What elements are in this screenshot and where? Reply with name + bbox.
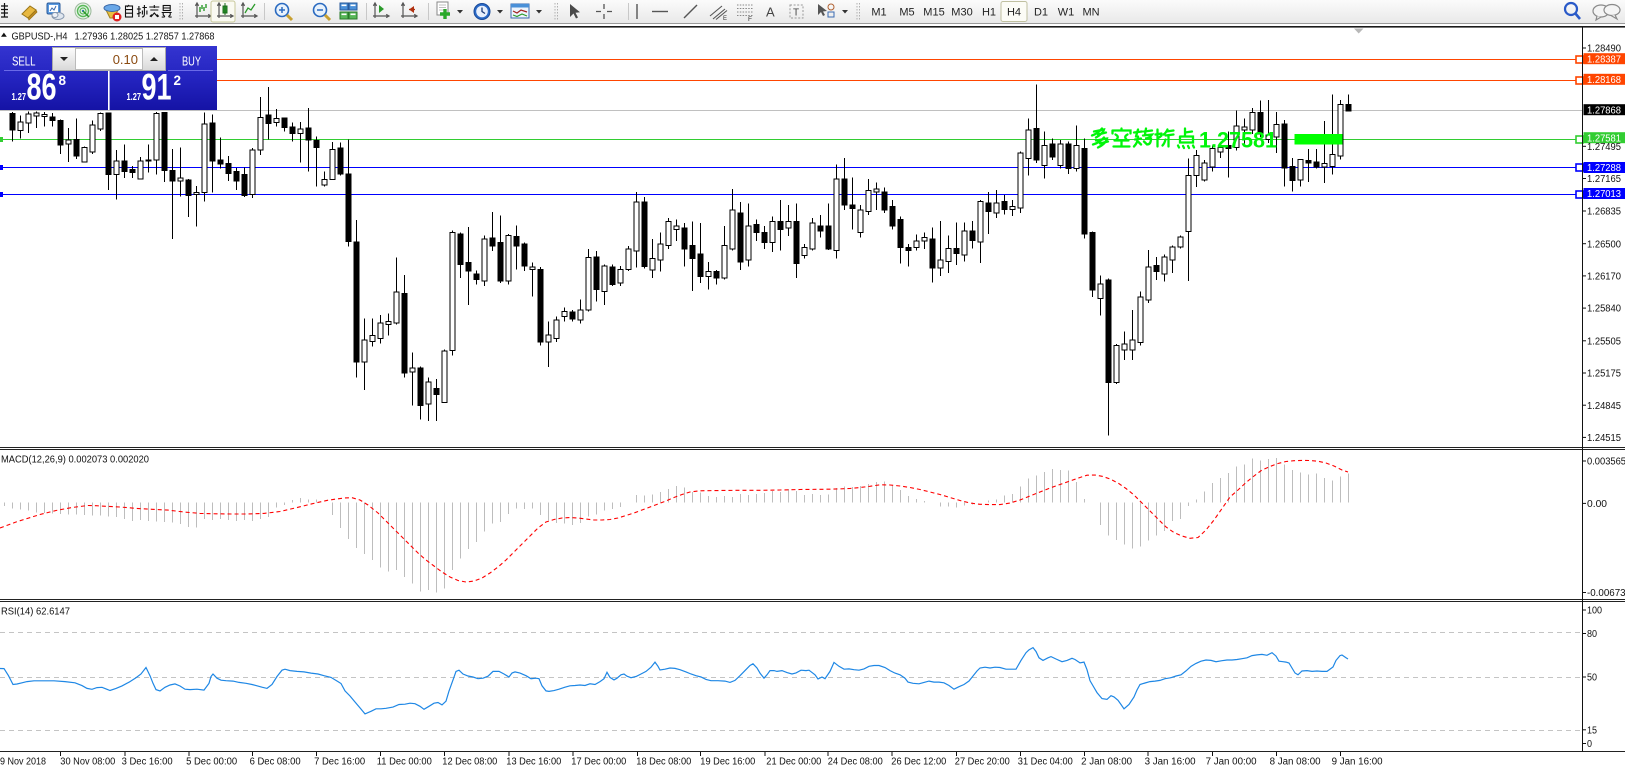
svg-text:T: T — [793, 8, 799, 19]
svg-text:RSI(14) 62.6147: RSI(14) 62.6147 — [1, 606, 70, 618]
svg-text:26 Dec 12:00: 26 Dec 12:00 — [891, 757, 946, 768]
svg-text:15: 15 — [1587, 725, 1597, 736]
svg-text:1.27936 1.28025 1.27857 1.2786: 1.27936 1.28025 1.27857 1.27868 — [75, 31, 215, 43]
svg-text:31 Dec 04:00: 31 Dec 04:00 — [1018, 757, 1073, 768]
svg-text:21 Dec 00:00: 21 Dec 00:00 — [766, 757, 821, 768]
svg-text:3 Jan 16:00: 3 Jan 16:00 — [1145, 757, 1196, 768]
svg-text:M1: M1 — [871, 7, 886, 19]
svg-text:1.25840: 1.25840 — [1587, 304, 1621, 315]
svg-text:SELL: SELL — [12, 54, 36, 69]
svg-text:1.27868: 1.27868 — [1587, 105, 1621, 116]
svg-text:9 Nov 2018: 9 Nov 2018 — [0, 757, 46, 768]
svg-text:1.25175: 1.25175 — [1587, 369, 1621, 380]
svg-text:8: 8 — [59, 73, 67, 88]
svg-text:5 Dec 00:00: 5 Dec 00:00 — [186, 757, 237, 768]
svg-text:13 Dec 16:00: 13 Dec 16:00 — [506, 757, 561, 768]
svg-text:GBPUSD-,H4: GBPUSD-,H4 — [12, 31, 68, 43]
svg-text:BUY: BUY — [182, 54, 201, 69]
svg-text:91: 91 — [142, 67, 172, 108]
svg-text:1.27: 1.27 — [12, 91, 27, 103]
svg-text:8 Jan 08:00: 8 Jan 08:00 — [1270, 757, 1321, 768]
svg-text:0: 0 — [1587, 739, 1592, 750]
svg-text:1.26500: 1.26500 — [1587, 239, 1621, 250]
svg-text:7 Dec 16:00: 7 Dec 16:00 — [314, 757, 365, 768]
svg-text:1.24845: 1.24845 — [1587, 401, 1621, 412]
svg-text:2: 2 — [174, 73, 182, 88]
svg-text:0.003565: 0.003565 — [1587, 457, 1625, 468]
svg-text:6 Dec 08:00: 6 Dec 08:00 — [250, 757, 301, 768]
svg-text:1.27288: 1.27288 — [1587, 163, 1621, 174]
svg-text:D1: D1 — [1034, 7, 1048, 19]
svg-text:1.27: 1.27 — [127, 91, 142, 103]
svg-text:-0.006738: -0.006738 — [1587, 588, 1625, 599]
svg-text:1.27495: 1.27495 — [1587, 142, 1621, 153]
svg-text:1.24515: 1.24515 — [1587, 433, 1621, 444]
svg-text:50: 50 — [1587, 673, 1597, 684]
svg-text:H1: H1 — [982, 7, 996, 19]
svg-text:24 Dec 08:00: 24 Dec 08:00 — [828, 757, 883, 768]
svg-text:1.28387: 1.28387 — [1587, 54, 1621, 65]
svg-text:11 Dec 00:00: 11 Dec 00:00 — [377, 757, 432, 768]
svg-text:12 Dec 08:00: 12 Dec 08:00 — [442, 757, 497, 768]
svg-text:2 Jan 08:00: 2 Jan 08:00 — [1081, 757, 1132, 768]
svg-text:80: 80 — [1587, 629, 1597, 640]
svg-text:30 Nov 08:00: 30 Nov 08:00 — [60, 757, 115, 768]
svg-text:MN: MN — [1082, 7, 1099, 19]
svg-text:1.27013: 1.27013 — [1587, 189, 1621, 200]
svg-text:1.26170: 1.26170 — [1587, 272, 1621, 283]
svg-text:0.00: 0.00 — [1587, 499, 1607, 510]
svg-text:1.25505: 1.25505 — [1587, 336, 1621, 347]
svg-text:E: E — [723, 16, 727, 22]
svg-text:86: 86 — [27, 67, 57, 108]
svg-text:A: A — [766, 5, 775, 20]
svg-text:M5: M5 — [899, 7, 914, 19]
svg-text:19 Dec 16:00: 19 Dec 16:00 — [700, 757, 755, 768]
svg-text:3 Dec 16:00: 3 Dec 16:00 — [122, 757, 173, 768]
svg-text:18 Dec 08:00: 18 Dec 08:00 — [636, 757, 691, 768]
svg-text:100: 100 — [1587, 606, 1602, 617]
svg-text:H4: H4 — [1007, 7, 1021, 19]
svg-text:M15: M15 — [923, 7, 944, 19]
svg-text:W1: W1 — [1058, 7, 1075, 19]
svg-text:27 Dec 20:00: 27 Dec 20:00 — [955, 757, 1010, 768]
svg-text:9 Jan 16:00: 9 Jan 16:00 — [1332, 757, 1383, 768]
svg-text:1.27581: 1.27581 — [1587, 133, 1621, 144]
svg-text:1.27581: 1.27581 — [1199, 128, 1277, 153]
svg-text:F: F — [748, 16, 752, 23]
svg-text:MACD(12,26,9) 0.002073 0.00202: MACD(12,26,9) 0.002073 0.002020 — [1, 454, 149, 466]
svg-text:17 Dec 00:00: 17 Dec 00:00 — [571, 757, 626, 768]
svg-text:1.27165: 1.27165 — [1587, 174, 1621, 185]
svg-text:1.28490: 1.28490 — [1587, 44, 1621, 55]
svg-text:0.10: 0.10 — [113, 52, 138, 67]
svg-text:1.26835: 1.26835 — [1587, 207, 1621, 218]
svg-text:M30: M30 — [951, 7, 972, 19]
svg-text:1.28168: 1.28168 — [1587, 75, 1621, 86]
svg-text:7 Jan 00:00: 7 Jan 00:00 — [1206, 757, 1257, 768]
